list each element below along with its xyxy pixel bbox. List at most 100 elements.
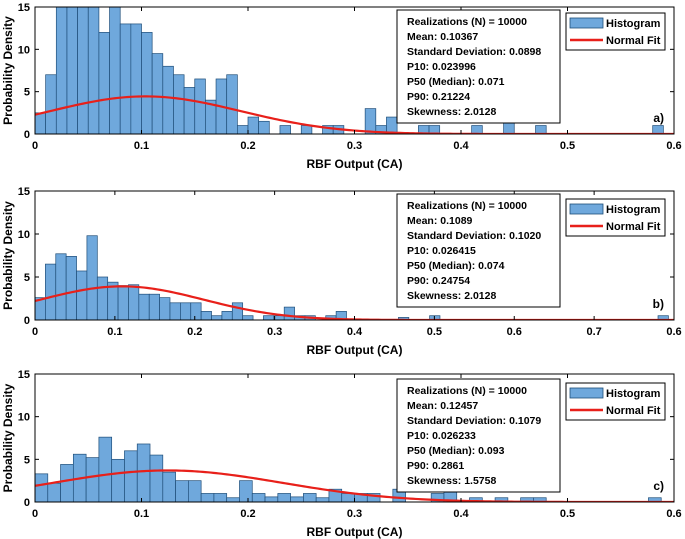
stats-line: Realizations (N) = 10000 xyxy=(407,385,527,397)
panel-label: c) xyxy=(653,479,664,493)
histogram-bar xyxy=(226,74,238,134)
histogram-bar xyxy=(341,493,355,502)
chart-panel-3: 0 0.1 0.2 0.3 0.4 0.5 0.6 0 5 10 15 RBF Output (CA)… xyxy=(1,369,682,539)
histogram-bar xyxy=(303,493,317,502)
x-tick-label: 0.1 xyxy=(134,508,149,520)
y-tick-label: 0 xyxy=(24,315,30,327)
histogram-bar xyxy=(55,253,67,320)
x-tick-label: 0.2 xyxy=(240,508,255,520)
stats-line: P90: 0.24754 xyxy=(407,275,470,287)
chart-panel-2: 0 0.1 0.2 0.3 0.4 0.5 0.6 0.7 0.6 0 5 10 15 RBF Outpu… xyxy=(1,186,682,357)
panel-label: a) xyxy=(653,111,664,125)
histogram-bar xyxy=(200,493,215,502)
stats-line: Skewness: 2.0128 xyxy=(407,106,496,118)
x-tick-label: 0.5 xyxy=(427,326,442,338)
histogram-bar xyxy=(648,497,662,502)
x-tick-label: 0.4 xyxy=(453,508,469,520)
x-tick-label: 0.3 xyxy=(347,140,362,152)
histogram-bar xyxy=(141,32,153,134)
histogram-bar xyxy=(169,302,181,320)
histogram-bar xyxy=(494,497,509,502)
histogram-bar xyxy=(200,311,212,320)
x-tick-label: 0.3 xyxy=(267,326,282,338)
histogram-bar xyxy=(211,315,223,320)
x-tick-label: 0.6 xyxy=(666,326,681,338)
legend-histogram-swatch xyxy=(569,387,604,399)
histogram-bar xyxy=(226,497,240,502)
legend-box xyxy=(565,12,666,51)
legend-fit-label: Normal Fit xyxy=(606,405,661,417)
x-tick-label: 0.4 xyxy=(453,140,469,152)
histogram-bar xyxy=(85,457,100,502)
histogram-bar xyxy=(45,74,57,134)
stats-line: Mean: 0.10367 xyxy=(407,31,478,43)
histogram-bar xyxy=(366,493,381,502)
legend-histogram-swatch xyxy=(569,203,604,215)
histogram-bar xyxy=(45,263,57,320)
histogram-bar xyxy=(60,464,74,502)
x-tick-label: 0 xyxy=(32,326,38,338)
histogram-bar xyxy=(364,108,377,134)
x-tick-label: 0.1 xyxy=(107,326,122,338)
histogram-bar xyxy=(175,480,189,502)
histogram-bar xyxy=(194,78,206,134)
stats-line: P90: 0.21224 xyxy=(407,91,470,103)
histogram-bar xyxy=(117,285,129,320)
histogram-bar xyxy=(136,443,151,502)
x-tick-label: 0.5 xyxy=(560,508,575,520)
histogram-bar xyxy=(47,482,61,502)
y-tick-label: 0 xyxy=(24,129,30,141)
histogram-bar xyxy=(247,116,259,134)
y-tick-label: 15 xyxy=(18,186,30,198)
chart-panel-1: 0 0.1 0.2 0.3 0.4 0.5 0.6 0 5 10 15 RBF Output (CA)… xyxy=(1,2,682,171)
histogram-bar xyxy=(533,497,547,502)
x-axis-label: RBF Output (CA) xyxy=(307,157,403,171)
histogram-bar xyxy=(239,480,253,502)
histogram-bar xyxy=(109,7,121,134)
y-tick-label: 15 xyxy=(18,2,30,14)
stats-box xyxy=(396,378,561,493)
histogram-bar xyxy=(251,493,266,502)
histogram-bar xyxy=(242,315,254,320)
legend-histogram-label: Histogram xyxy=(606,18,661,30)
histogram-bar xyxy=(237,125,249,134)
legend-fit-label: Normal Fit xyxy=(606,35,661,47)
x-tick-label: 0.4 xyxy=(347,326,363,338)
histogram-bar xyxy=(657,315,669,320)
histogram-bar xyxy=(124,450,138,502)
x-tick-label: 0.3 xyxy=(347,508,362,520)
y-axis-label: Probability Density xyxy=(1,383,15,492)
histogram-bar xyxy=(76,270,88,320)
histogram-bar xyxy=(263,315,275,320)
histogram-bar xyxy=(96,276,109,320)
x-tick-label: 0.7 xyxy=(586,326,601,338)
histogram-bar xyxy=(66,7,78,134)
histogram-bar xyxy=(111,458,125,502)
histogram-bar xyxy=(188,480,202,502)
histogram-bar xyxy=(398,317,410,320)
x-axis-label: RBF Output (CA) xyxy=(307,525,403,539)
histogram-bar xyxy=(180,302,192,320)
histogram-bar xyxy=(148,293,160,320)
x-tick-label: 0.2 xyxy=(240,140,255,152)
y-tick-label: 10 xyxy=(18,412,30,424)
histogram-bar xyxy=(173,74,185,134)
histogram-bar xyxy=(162,65,174,134)
stats-line: P50 (Median): 0.093 xyxy=(407,445,505,457)
x-tick-label: 0.6 xyxy=(666,140,681,152)
histogram-bar xyxy=(98,32,110,134)
histogram-bar xyxy=(315,497,330,502)
stats-line: Realizations (N) = 10000 xyxy=(407,200,527,212)
stats-line: Standard Deviation: 0.0898 xyxy=(407,46,541,58)
histogram-bar xyxy=(119,23,132,134)
histogram-bar xyxy=(190,302,202,320)
x-tick-label: 0 xyxy=(32,508,38,520)
x-tick-label: 0.5 xyxy=(560,140,575,152)
y-tick-label: 0 xyxy=(24,497,30,509)
histogram-bar xyxy=(130,23,142,134)
x-tick-label: 0 xyxy=(32,140,38,152)
histogram-bar xyxy=(258,120,270,134)
histogram-bar xyxy=(300,125,313,134)
histogram-bar xyxy=(277,493,291,502)
